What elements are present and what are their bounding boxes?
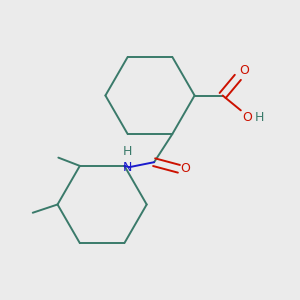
Text: H: H: [123, 145, 132, 158]
Text: N: N: [123, 160, 132, 174]
Text: O: O: [242, 111, 252, 124]
Text: O: O: [239, 64, 249, 77]
Text: O: O: [181, 162, 190, 175]
Text: H: H: [255, 111, 264, 124]
